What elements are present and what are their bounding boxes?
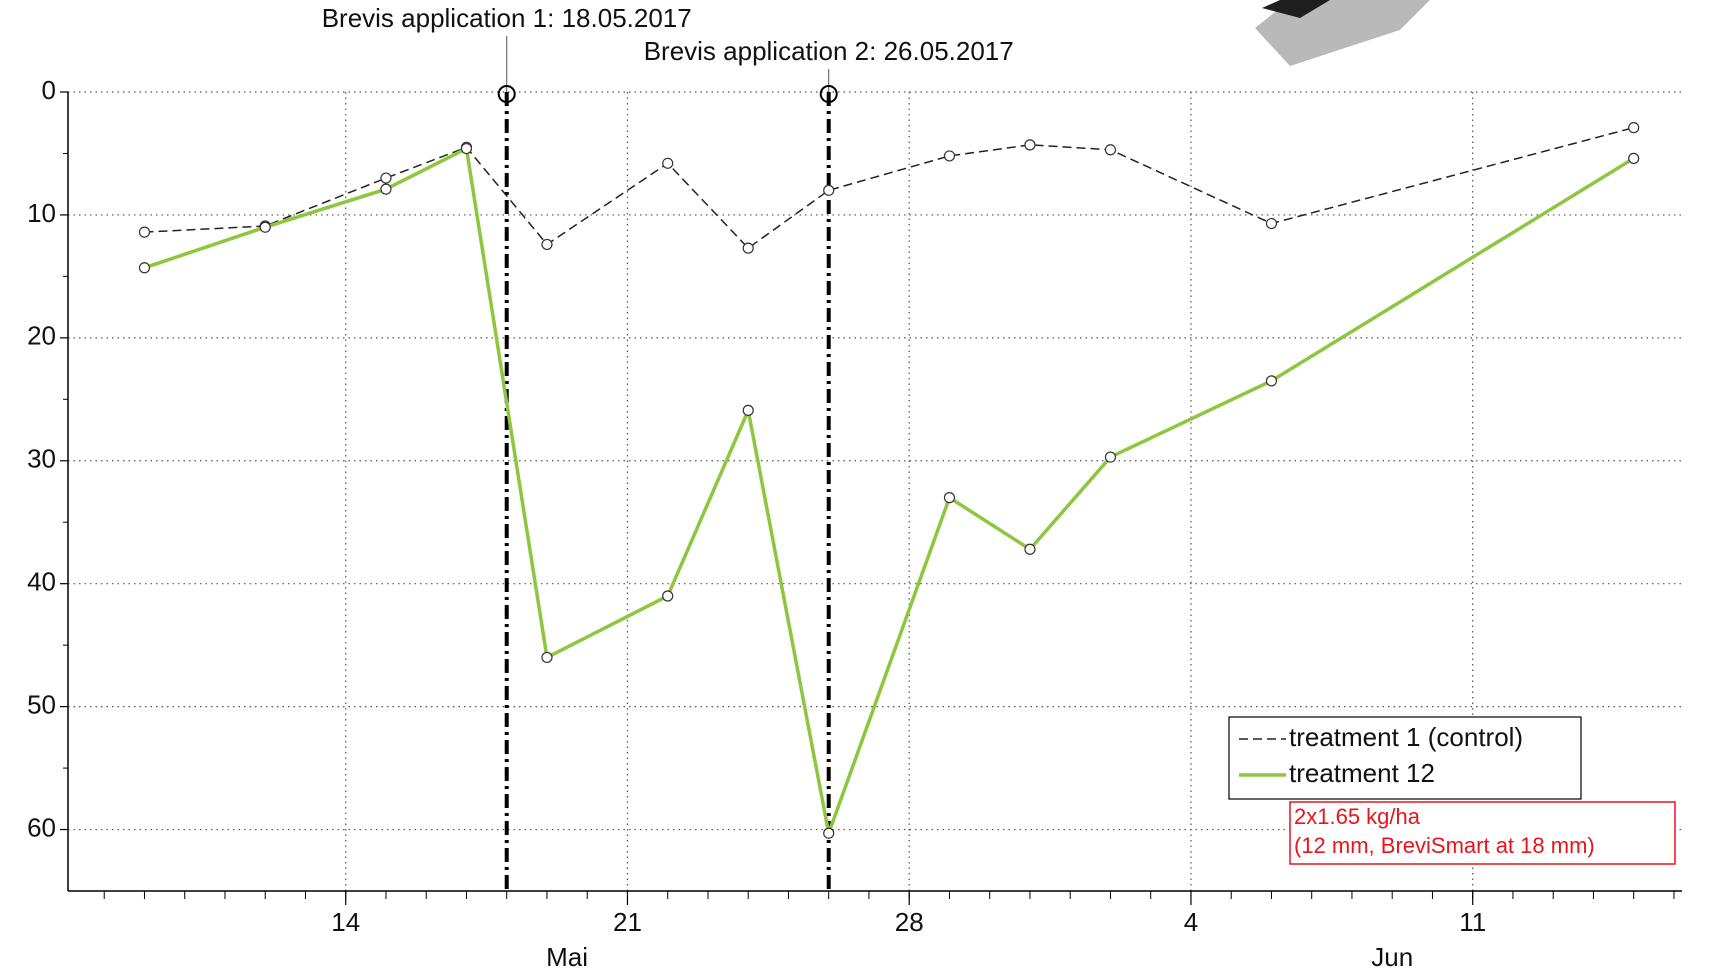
x-tick-label: 28	[895, 907, 924, 937]
note-text: (12 mm, BreviSmart at 18 mm)	[1294, 833, 1595, 858]
note-box	[1289, 801, 1676, 865]
data-point	[380, 172, 392, 184]
x-tick-label: 21	[613, 907, 642, 937]
data-point	[1265, 217, 1278, 230]
legend: treatment 1 (control) treatment 12	[1228, 716, 1582, 800]
y-tick-label: 0	[42, 75, 56, 105]
legend-label: treatment 1 (control)	[1289, 722, 1523, 752]
application-marker	[497, 85, 516, 103]
series-line	[144, 126, 1634, 250]
annotation-text: Brevis application 2: 26.05.2017	[644, 36, 1014, 66]
data-point	[138, 262, 151, 274]
data-point	[1265, 375, 1278, 387]
data-point	[541, 238, 553, 251]
data-point	[460, 142, 473, 155]
month-label: Mai	[546, 942, 588, 972]
data-point	[1104, 144, 1117, 156]
application-marker	[819, 85, 838, 103]
data-point	[1104, 451, 1117, 463]
data-point	[662, 157, 674, 169]
data-point	[742, 242, 754, 254]
data-point	[1628, 122, 1640, 134]
legend-box	[1228, 716, 1582, 800]
y-tick-label: 60	[27, 812, 56, 842]
x-tick-label: 14	[331, 907, 360, 937]
note-text: 2x1.65 kg/ha	[1294, 804, 1421, 829]
data-point	[943, 150, 956, 162]
device-photo	[1255, 0, 1430, 66]
data-point	[1024, 543, 1036, 555]
data-point	[1024, 139, 1036, 151]
data-point	[1628, 152, 1640, 164]
data-point	[943, 492, 956, 504]
y-tick-label: 10	[27, 198, 56, 228]
x-tick-label: 11	[1459, 907, 1486, 937]
y-tick-label: 20	[27, 321, 56, 351]
y-tick-label: 50	[27, 689, 56, 719]
data-point	[541, 651, 553, 664]
annotation-text: Brevis application 1: 18.05.2017	[322, 3, 692, 33]
month-label: Jun	[1371, 942, 1413, 972]
y-tick-label: 40	[27, 567, 56, 597]
data-point	[380, 183, 392, 195]
data-point	[823, 184, 835, 196]
legend-label: treatment 12	[1289, 758, 1435, 788]
y-tick-label: 30	[27, 444, 56, 474]
data-point	[259, 221, 271, 233]
data-point	[662, 590, 674, 602]
data-point	[742, 404, 754, 416]
data-point	[823, 827, 835, 839]
x-tick-label: 4	[1184, 907, 1198, 937]
data-point	[138, 226, 151, 238]
